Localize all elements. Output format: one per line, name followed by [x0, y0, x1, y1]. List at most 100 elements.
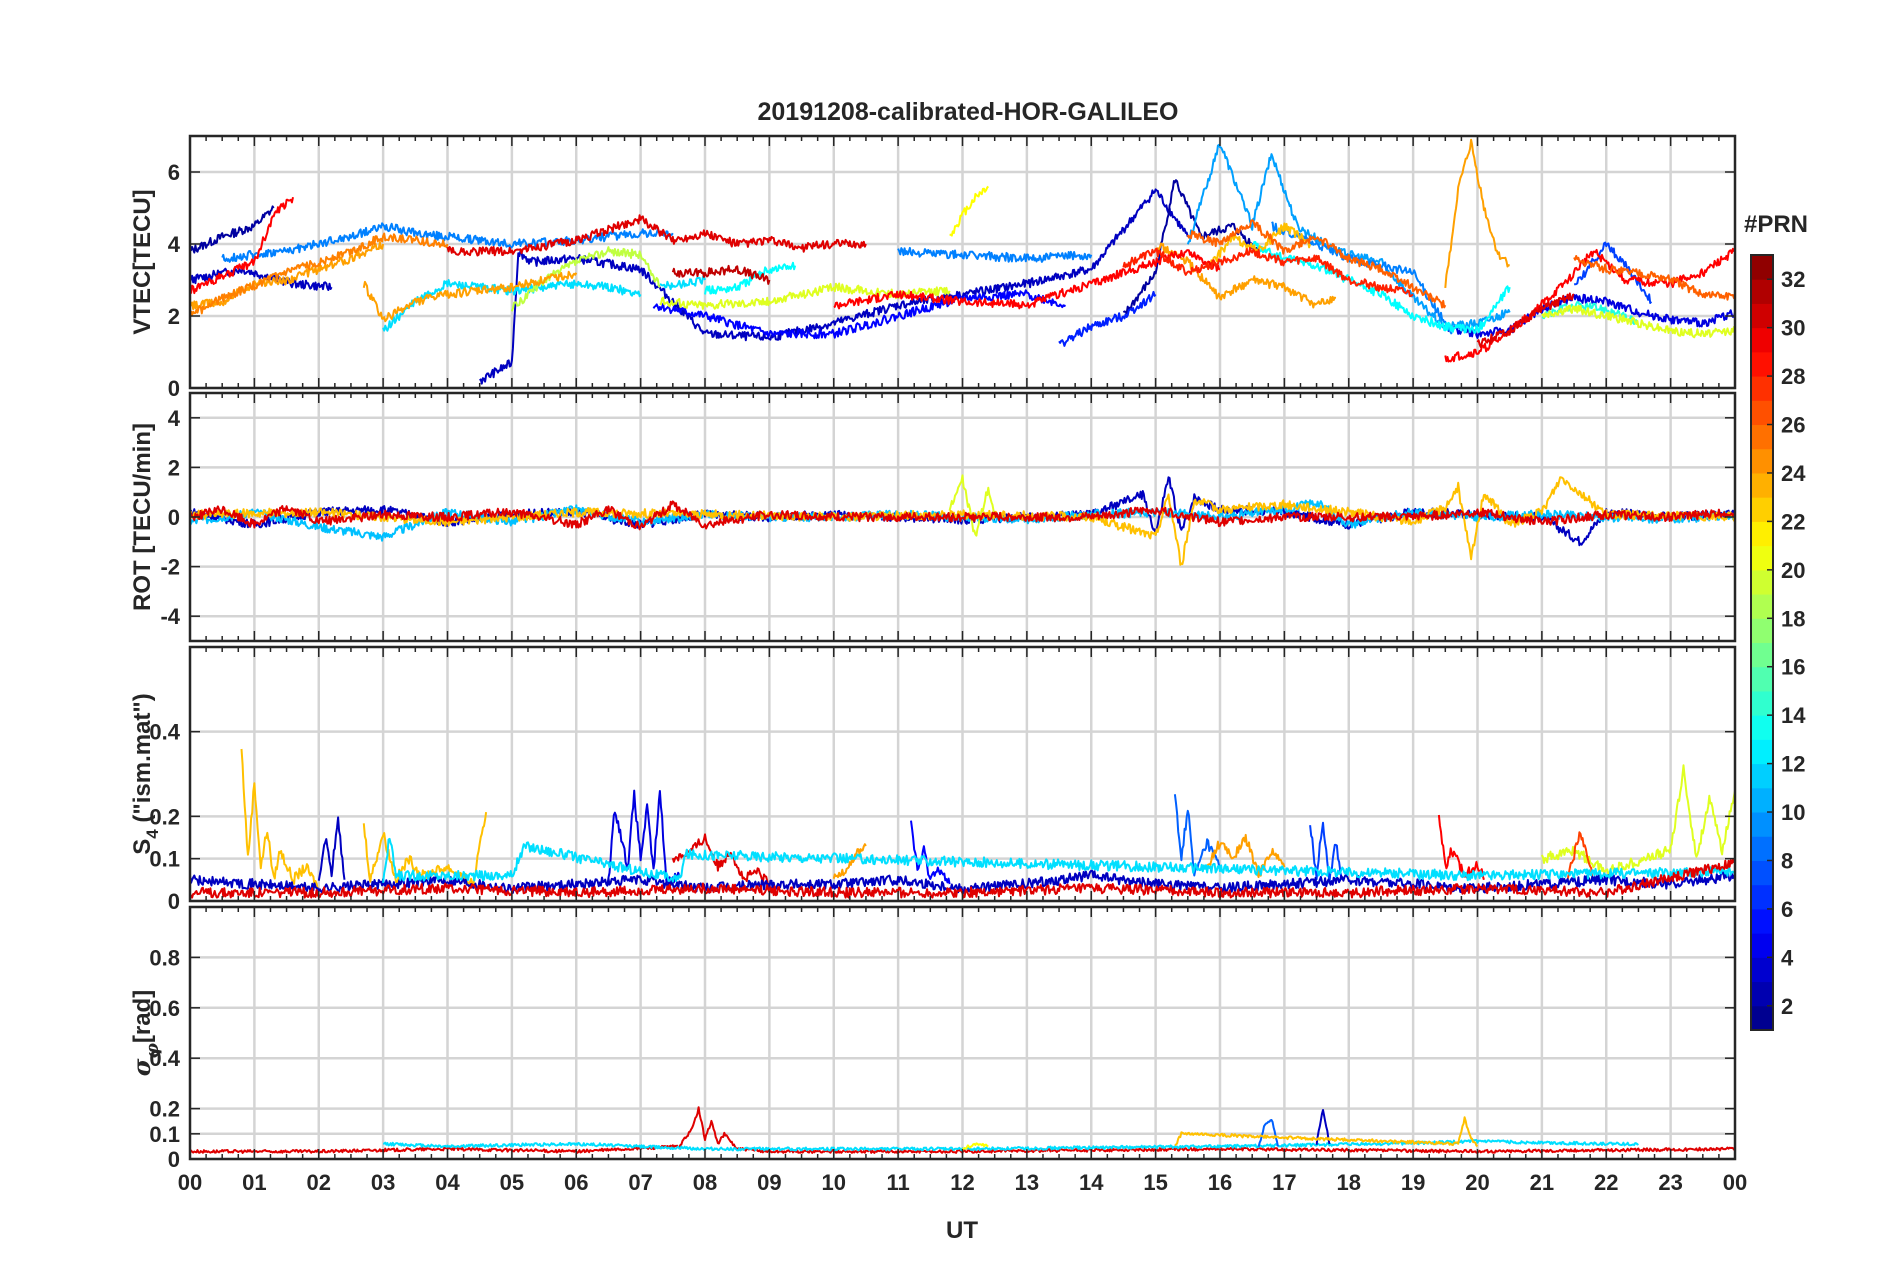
y-tick-label: 0	[168, 376, 180, 401]
y-tick-label: 0	[168, 505, 180, 530]
series-line-prn-3	[317, 816, 346, 881]
colorbar-band	[1751, 933, 1773, 958]
colorbar-tick-label: 2	[1781, 994, 1793, 1019]
series-line-prn-9	[897, 246, 1093, 263]
colorbar-band	[1751, 908, 1773, 934]
panel-sigma: 00.10.2 0.4 0.6 0.8 σφ[rad]	[127, 905, 1737, 1172]
x-tick-label: 00	[178, 1170, 202, 1195]
x-tick-label: 02	[307, 1170, 331, 1195]
series-line-prn-20	[1541, 304, 1735, 339]
colorbar-tick-label: 8	[1781, 848, 1793, 873]
colorbar-band	[1751, 763, 1773, 789]
x-tick-label: 06	[564, 1170, 588, 1195]
series-line-prn-25	[190, 232, 449, 317]
series-line-prn-21	[949, 185, 990, 237]
colorbar-band	[1751, 303, 1773, 329]
series-line-prn-24	[190, 240, 385, 311]
y-axis-s4: 0 0.1 0.2 0.4	[149, 647, 1736, 914]
x-tick-label: 00	[1723, 1170, 1747, 1195]
panel-vtec: 0 2 4 6 VTEC[TECU]	[129, 134, 1737, 401]
x-tick-label: 05	[500, 1170, 524, 1195]
colorbar-band	[1751, 739, 1773, 765]
colorbar-band	[1751, 594, 1773, 619]
x-tick-label: 03	[371, 1170, 395, 1195]
colorbar-tick-label: 14	[1781, 703, 1806, 728]
colorbar-band	[1751, 424, 1773, 450]
y-tick-label: 6	[168, 160, 180, 185]
series-line-prn-7	[1573, 241, 1653, 304]
y-tick-label: 4	[168, 232, 181, 257]
x-axis: 00 01 02 03 04 05 06 07 08 09 10 11 12 13 14 15 16 17 18 19…	[178, 1170, 1747, 1195]
series-line-prn-21	[961, 1142, 989, 1151]
series-line-prn-5	[910, 820, 951, 885]
y-axis-vtec: 0 2 4 6	[168, 136, 1736, 401]
y-tick-label: 0	[168, 1147, 180, 1172]
colorbar-tick-label: 26	[1781, 413, 1805, 438]
x-tick-label: 19	[1401, 1170, 1425, 1195]
series-line-prn-24	[362, 270, 578, 323]
colorbar-band	[1751, 569, 1773, 595]
series-line-prn-30	[446, 214, 867, 257]
y-tick-label: -4	[160, 604, 180, 629]
series-rot	[190, 474, 1735, 566]
colorbar-band	[1751, 279, 1773, 304]
y-tick-label: 2	[168, 304, 180, 329]
x-tick-label: 23	[1658, 1170, 1682, 1195]
x-tick-label: 14	[1079, 1170, 1104, 1195]
x-tick-label: 15	[1143, 1170, 1167, 1195]
colorbar-band	[1751, 255, 1773, 280]
series-line-prn-13	[704, 261, 797, 295]
series-line-prn-23	[1174, 1116, 1479, 1148]
series-line-prn-3	[1315, 1109, 1331, 1145]
series-line-prn-27	[1566, 831, 1595, 881]
colorbar-band	[1751, 448, 1773, 474]
colorbar-band	[1751, 957, 1773, 983]
x-tick-label: 07	[628, 1170, 652, 1195]
x-tick-label: 16	[1208, 1170, 1232, 1195]
colorbar-band	[1751, 1005, 1773, 1031]
y-tick-label: 0.8	[149, 945, 180, 970]
chart-title: 20191208-calibrated-HOR-GALILEO	[758, 98, 1179, 126]
colorbar-tick-label: 10	[1781, 800, 1805, 825]
y-tick-label: 0.2	[149, 804, 180, 829]
colorbar-tick-label: 32	[1781, 267, 1805, 292]
x-label: UT	[946, 1217, 978, 1244]
colorbar-band	[1751, 666, 1773, 692]
series-line-prn-29	[1437, 814, 1485, 881]
y-tick-label: 0.1	[149, 847, 180, 872]
series-line-prn-5	[652, 289, 1067, 340]
series-line-prn-24	[832, 843, 867, 879]
colorbar-band	[1751, 545, 1773, 571]
x-tick-label: 18	[1337, 1170, 1361, 1195]
y-axis-sigma: 00.10.2 0.4 0.6 0.8	[149, 907, 1736, 1172]
y-tick-label: 0.4	[149, 720, 180, 745]
x-tick-label: 09	[757, 1170, 781, 1195]
series-line-prn-24	[1155, 242, 1337, 309]
colorbar-tick-label: 24	[1781, 461, 1806, 486]
series-group	[190, 474, 1735, 566]
series-line-prn-29	[833, 249, 1221, 310]
colorbar-band	[1751, 376, 1773, 401]
colorbar-tick-label: 18	[1781, 606, 1805, 631]
colorbar-tick-label: 16	[1781, 655, 1805, 680]
colorbar-band	[1751, 521, 1773, 547]
colorbar-tick-label: 22	[1781, 509, 1805, 534]
series-line-prn-29	[190, 196, 294, 295]
colorbar-tick-label: 6	[1781, 897, 1793, 922]
series-line-prn-20	[948, 474, 996, 537]
colorbar-band	[1751, 715, 1773, 740]
colorbar-frame	[1750, 254, 1774, 1031]
x-tick-label: 04	[435, 1170, 460, 1195]
y-label-sigma: σφ[rad]	[127, 990, 163, 1076]
series-line-prn-4	[1445, 293, 1735, 339]
colorbar-band	[1751, 860, 1773, 886]
x-tick-label: 10	[822, 1170, 846, 1195]
colorbar-band	[1751, 497, 1773, 522]
series-line-prn-3	[190, 267, 333, 291]
colorbar-tick-label: 30	[1781, 316, 1805, 341]
series-line-prn-7	[1309, 821, 1344, 884]
x-tick-label: 21	[1530, 1170, 1554, 1195]
